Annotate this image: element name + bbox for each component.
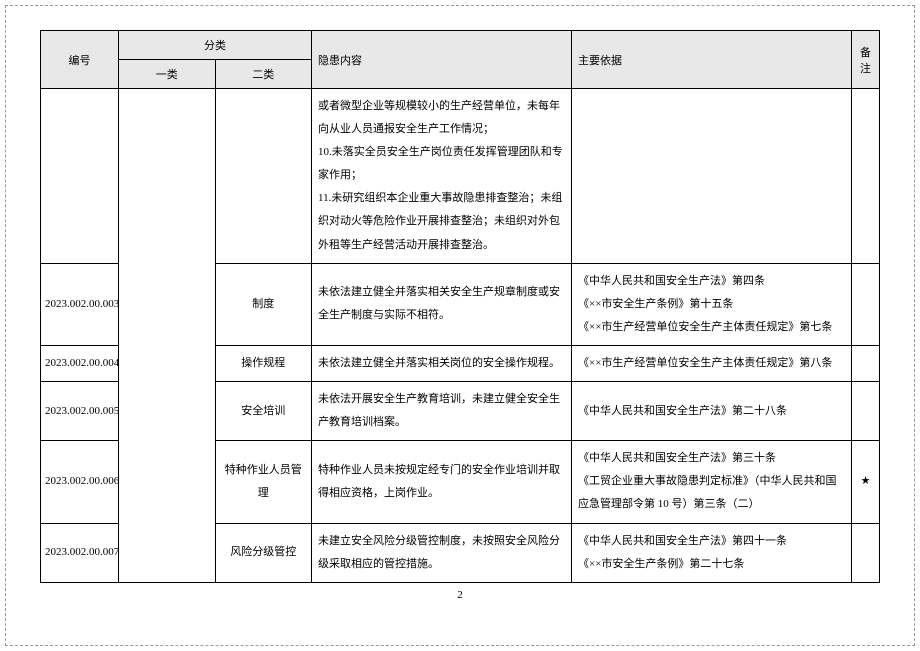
cell-id: 2023.002.00.004 [41, 345, 119, 381]
hazard-table: 编号 分类 隐患内容 主要依据 备注 一类 二类 或者微型企业等规模较小的生产经… [40, 30, 880, 583]
cell-cat2 [215, 89, 312, 264]
header-basis: 主要依据 [572, 31, 852, 89]
cell-content: 未依法建立健全并落实相关岗位的安全操作规程。 [312, 345, 572, 381]
cell-content: 未建立安全风险分级管控制度，未按照安全风险分级采取相应的管控措施。 [312, 523, 572, 582]
cell-content: 未依法开展安全生产教育培训，未建立健全安全生产教育培训档案。 [312, 382, 572, 441]
cell-note [852, 263, 880, 345]
cell-cat2: 安全培训 [215, 382, 312, 441]
cell-cat2: 制度 [215, 263, 312, 345]
cell-content: 或者微型企业等规模较小的生产经营单位，未每年向从业人员通报安全生产工作情况；10… [312, 89, 572, 264]
cell-basis: 《中华人民共和国安全生产法》第四条《××市安全生产条例》第十五条《××市生产经营… [572, 263, 852, 345]
cell-basis: 《中华人民共和国安全生产法》第二十八条 [572, 382, 852, 441]
header-content: 隐患内容 [312, 31, 572, 89]
cell-id: 2023.002.00.007 [41, 523, 119, 582]
table-row: 或者微型企业等规模较小的生产经营单位，未每年向从业人员通报安全生产工作情况；10… [41, 89, 880, 264]
cell-content: 特种作业人员未按规定经专门的安全作业培训并取得相应资格，上岗作业。 [312, 441, 572, 523]
cell-note [852, 89, 880, 264]
cell-cat2: 特种作业人员管理 [215, 441, 312, 523]
cell-basis [572, 89, 852, 264]
cell-note [852, 382, 880, 441]
cell-id: 2023.002.00.005 [41, 382, 119, 441]
header-cat1: 一类 [119, 60, 216, 89]
cell-cat2: 操作规程 [215, 345, 312, 381]
cell-content: 未依法建立健全并落实相关安全生产规章制度或安全生产制度与实际不相符。 [312, 263, 572, 345]
cell-id: 2023.002.00.003 [41, 263, 119, 345]
header-note: 备注 [852, 31, 880, 89]
header-id: 编号 [41, 31, 119, 89]
cell-note: ★ [852, 441, 880, 523]
cell-id: 2023.002.00.006 [41, 441, 119, 523]
header-category: 分类 [119, 31, 312, 60]
cell-note [852, 345, 880, 381]
cell-basis: 《××市生产经营单位安全生产主体责任规定》第八条 [572, 345, 852, 381]
cell-cat2: 风险分级管控 [215, 523, 312, 582]
page-number: 2 [40, 589, 880, 601]
cell-basis: 《中华人民共和国安全生产法》第三十条《工贸企业重大事故隐患判定标准》（中华人民共… [572, 441, 852, 523]
cell-basis: 《中华人民共和国安全生产法》第四十一条《××市安全生产条例》第二十七条 [572, 523, 852, 582]
cell-cat1-merged [119, 89, 216, 583]
header-cat2: 二类 [215, 60, 312, 89]
cell-note [852, 523, 880, 582]
cell-id [41, 89, 119, 264]
